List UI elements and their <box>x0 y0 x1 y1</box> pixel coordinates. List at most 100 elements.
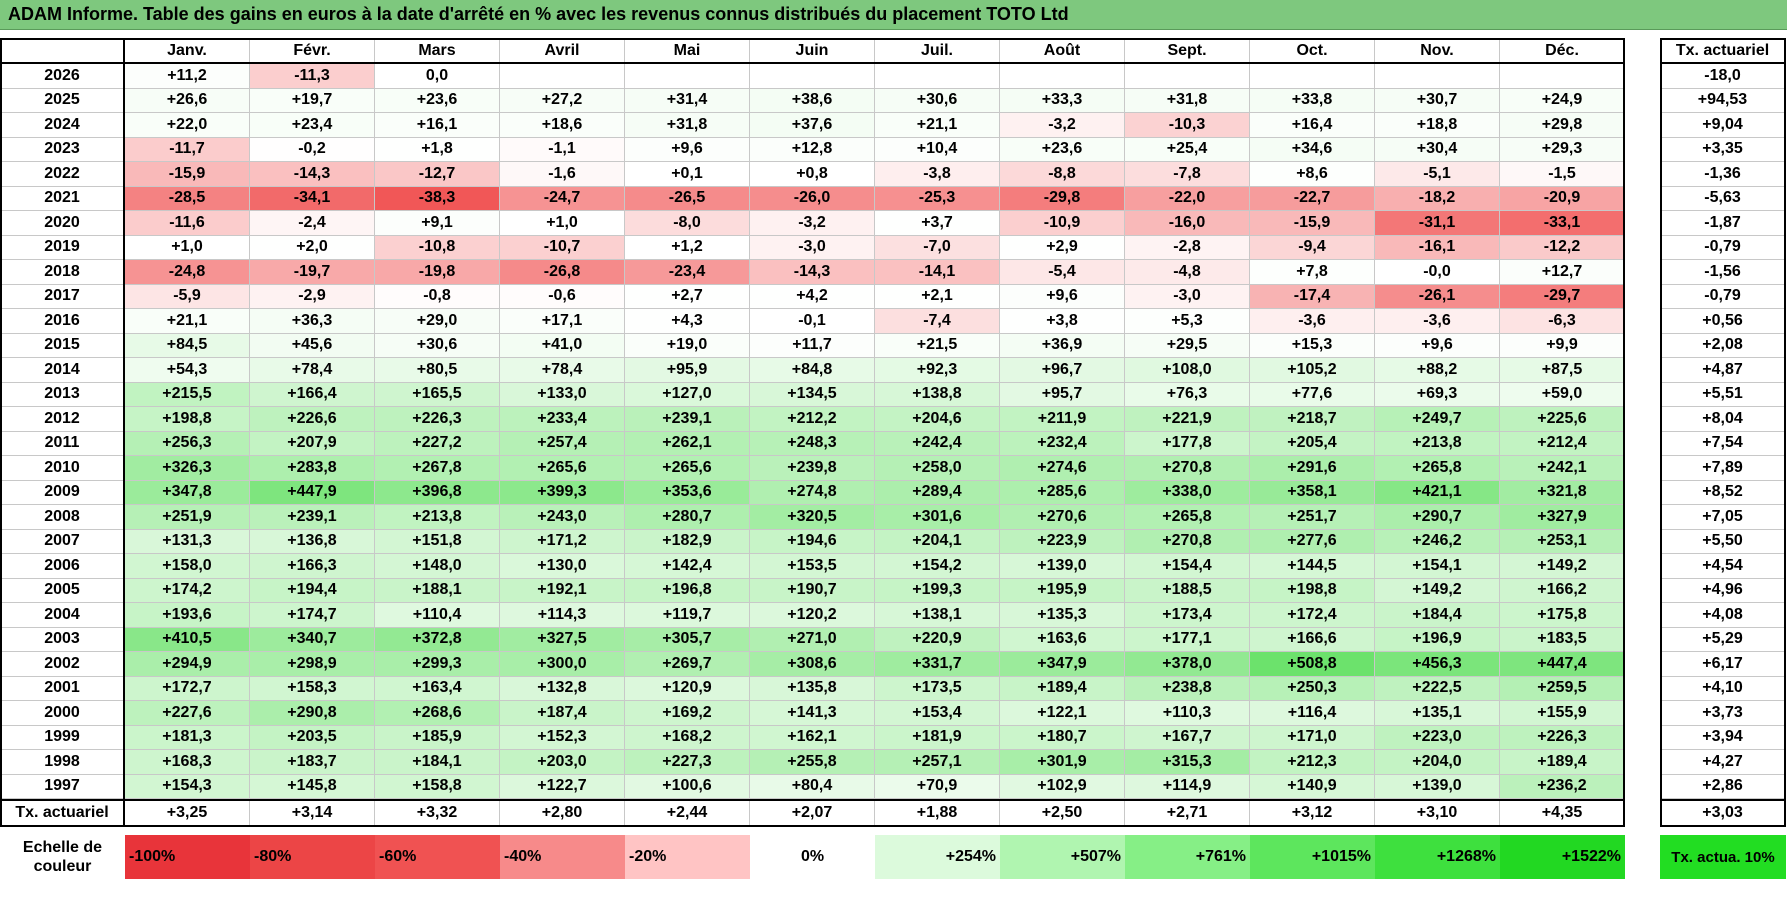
value-cell: +172,7 <box>125 676 250 701</box>
value-cell: +163,6 <box>1000 627 1125 652</box>
corner-cell <box>0 38 125 64</box>
value-cell: +204,1 <box>875 529 1000 554</box>
value-cell <box>500 64 625 89</box>
column-header: Mars <box>375 38 500 64</box>
value-cell: +22,0 <box>125 113 250 138</box>
value-cell: +30,4 <box>1375 137 1500 162</box>
column-header: Juin <box>750 38 875 64</box>
row-total: +94,53 <box>1660 88 1786 113</box>
value-cell: +188,5 <box>1125 578 1250 603</box>
column-header: Févr. <box>250 38 375 64</box>
footer-cell: +4,35 <box>1500 799 1625 827</box>
value-cell: +16,4 <box>1250 113 1375 138</box>
row-year: 2002 <box>0 652 125 677</box>
value-cell: -24,7 <box>500 186 625 211</box>
value-cell: +30,7 <box>1375 88 1500 113</box>
value-cell: +181,9 <box>875 725 1000 750</box>
row-year: 2026 <box>0 64 125 89</box>
value-cell: +195,9 <box>1000 578 1125 603</box>
value-cell: +166,3 <box>250 554 375 579</box>
value-cell: +249,7 <box>1375 407 1500 432</box>
row-total: +4,87 <box>1660 358 1786 383</box>
row-total: -0,79 <box>1660 235 1786 260</box>
value-cell: +227,2 <box>375 431 500 456</box>
value-cell: +153,4 <box>875 701 1000 726</box>
value-cell: +0,8 <box>750 162 875 187</box>
value-cell: +243,0 <box>500 505 625 530</box>
value-cell: +11,7 <box>750 333 875 358</box>
value-cell: +198,8 <box>1250 578 1375 603</box>
value-cell: +270,8 <box>1125 456 1250 481</box>
footer-cell: +3,12 <box>1250 799 1375 827</box>
value-cell: +33,3 <box>1000 88 1125 113</box>
value-cell: -16,0 <box>1125 211 1250 236</box>
row-year: 2007 <box>0 529 125 554</box>
value-cell: +5,3 <box>1125 309 1250 334</box>
value-cell: -3,2 <box>750 211 875 236</box>
value-cell: +25,4 <box>1125 137 1250 162</box>
value-cell: -26,1 <box>1375 284 1500 309</box>
value-cell: +301,9 <box>1000 750 1125 775</box>
value-cell: -2,4 <box>250 211 375 236</box>
value-cell: +239,1 <box>625 407 750 432</box>
value-cell: +138,8 <box>875 382 1000 407</box>
value-cell: +226,6 <box>250 407 375 432</box>
value-cell: +145,8 <box>250 774 375 799</box>
value-cell: -26,0 <box>750 186 875 211</box>
row-year: 2008 <box>0 505 125 530</box>
value-cell: +78,4 <box>250 358 375 383</box>
row-total: +3,73 <box>1660 701 1786 726</box>
scale-step: -60% <box>375 835 500 879</box>
row-year: 2001 <box>0 676 125 701</box>
value-cell: -5,4 <box>1000 260 1125 285</box>
value-cell: +88,2 <box>1375 358 1500 383</box>
value-cell: +168,2 <box>625 725 750 750</box>
value-cell: -11,3 <box>250 64 375 89</box>
row-year: 2024 <box>0 113 125 138</box>
value-cell: +78,4 <box>500 358 625 383</box>
value-cell: +36,9 <box>1000 333 1125 358</box>
value-cell: +122,7 <box>500 774 625 799</box>
value-cell: +163,4 <box>375 676 500 701</box>
value-cell: +12,8 <box>750 137 875 162</box>
value-cell: +215,5 <box>125 382 250 407</box>
value-cell: +2,9 <box>1000 235 1125 260</box>
value-cell: +271,0 <box>750 627 875 652</box>
value-cell: +140,9 <box>1250 774 1375 799</box>
scale-step: +254% <box>875 835 1000 879</box>
value-cell: +133,0 <box>500 382 625 407</box>
value-cell: +142,4 <box>625 554 750 579</box>
value-cell: +233,4 <box>500 407 625 432</box>
value-cell: +29,8 <box>1500 113 1625 138</box>
value-cell: +165,5 <box>375 382 500 407</box>
value-cell: +174,2 <box>125 578 250 603</box>
value-cell: -14,1 <box>875 260 1000 285</box>
value-cell: +327,5 <box>500 627 625 652</box>
row-year: 2015 <box>0 333 125 358</box>
value-cell: +227,6 <box>125 701 250 726</box>
value-cell <box>1375 64 1500 89</box>
value-cell: +84,5 <box>125 333 250 358</box>
value-cell: +4,2 <box>750 284 875 309</box>
value-cell: -1,6 <box>500 162 625 187</box>
value-cell: +194,6 <box>750 529 875 554</box>
value-cell: -3,6 <box>1250 309 1375 334</box>
value-cell: +205,4 <box>1250 431 1375 456</box>
value-cell: +232,4 <box>1000 431 1125 456</box>
value-cell: +1,8 <box>375 137 500 162</box>
value-cell: -33,1 <box>1500 211 1625 236</box>
value-cell <box>625 64 750 89</box>
value-cell: +253,1 <box>1500 529 1625 554</box>
row-year: 2019 <box>0 235 125 260</box>
value-cell: +16,1 <box>375 113 500 138</box>
row-year: 1999 <box>0 725 125 750</box>
value-cell: +172,4 <box>1250 603 1375 628</box>
value-cell: +158,3 <box>250 676 375 701</box>
value-cell: +9,1 <box>375 211 500 236</box>
value-cell: -7,4 <box>875 309 1000 334</box>
value-cell: +23,6 <box>375 88 500 113</box>
value-cell: -3,0 <box>750 235 875 260</box>
row-total: +3,94 <box>1660 725 1786 750</box>
value-cell: +298,9 <box>250 652 375 677</box>
footer-cell: +3,14 <box>250 799 375 827</box>
